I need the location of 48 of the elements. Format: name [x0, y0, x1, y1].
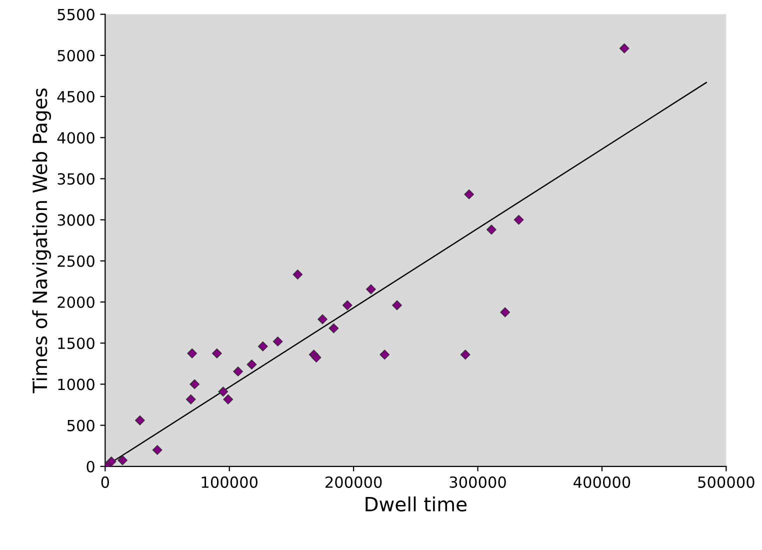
- point: [118, 455, 128, 466]
- point: [292, 270, 303, 280]
- y-tick-label: 5500: [58, 8, 94, 20]
- point: [342, 300, 352, 310]
- point: [500, 307, 510, 318]
- y-tick-label: 2000: [58, 296, 94, 308]
- point: [186, 394, 196, 404]
- point: [134, 415, 145, 426]
- point: [311, 352, 322, 362]
- y-tick-label: 4500: [57, 90, 94, 103]
- point: [328, 323, 339, 334]
- y-tick-label: 500: [67, 420, 94, 432]
- y-tick-label: 4000: [57, 132, 94, 144]
- x-tick-label: 400000: [574, 476, 630, 488]
- y-tick-label: 3000: [58, 214, 94, 226]
- point: [106, 456, 116, 466]
- y-axis-title: Times of Navigation Web Pages: [32, 88, 51, 394]
- point: [272, 336, 283, 346]
- point: [190, 379, 200, 390]
- point: [233, 366, 244, 376]
- y-tick-label: 3500: [58, 173, 94, 185]
- y-tick-label: 5000: [58, 50, 94, 62]
- point: [218, 386, 228, 397]
- point: [619, 43, 630, 54]
- x-axis-title: Dwell time: [366, 496, 467, 512]
- x-tick-label: 200000: [326, 476, 382, 488]
- point: [392, 300, 402, 310]
- point: [486, 224, 496, 235]
- point: [258, 341, 268, 352]
- point: [514, 214, 524, 225]
- x-tick-label: 300000: [450, 476, 506, 488]
- x-tick-label: 0: [101, 476, 109, 488]
- point: [380, 350, 390, 360]
- y-tick-label: 1000: [58, 378, 94, 390]
- x-tick-label: 500000: [698, 476, 754, 488]
- y-tick-label: 1500: [58, 338, 94, 350]
- point: [318, 314, 328, 324]
- point: [152, 445, 162, 455]
- point: [460, 350, 470, 360]
- point: [246, 360, 257, 370]
- point: [464, 189, 474, 200]
- point: [187, 348, 198, 358]
- point: [212, 348, 222, 358]
- x-tick-label: 100000: [202, 476, 258, 488]
- y-tick-label: 2500: [58, 255, 94, 267]
- point: [223, 394, 234, 404]
- point: [366, 284, 376, 294]
- y-tick-label: 0: [86, 460, 94, 472]
